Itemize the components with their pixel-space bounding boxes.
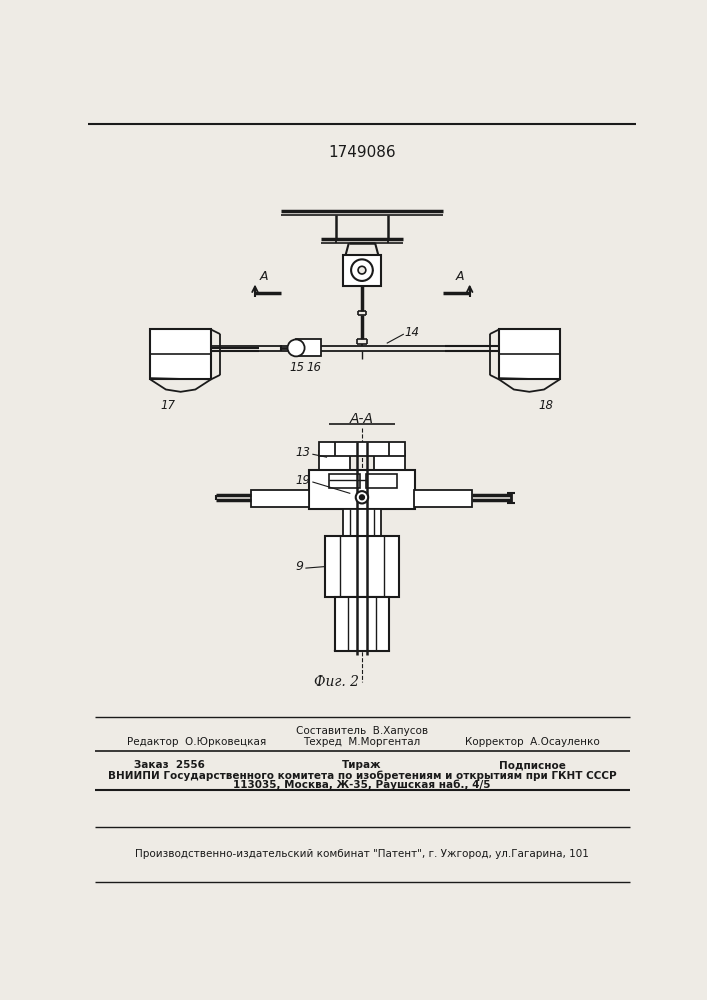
Text: А: А <box>259 270 268 283</box>
Bar <box>325 536 399 597</box>
Text: Тираж: Тираж <box>342 760 382 770</box>
Bar <box>151 329 211 379</box>
Text: Производственно-издательский комбинат "Патент", г. Ужгород, ул.Гагарина, 101: Производственно-издательский комбинат "П… <box>135 849 589 859</box>
Bar <box>499 329 559 379</box>
Text: 16: 16 <box>306 361 322 374</box>
Text: 15: 15 <box>289 361 304 374</box>
Bar <box>320 451 351 470</box>
Bar <box>251 490 309 507</box>
Text: ВНИИПИ Государственного комитета по изобретениям и открытиям при ГКНТ СССР: ВНИИПИ Государственного комитета по изоб… <box>107 771 617 781</box>
Circle shape <box>351 259 373 281</box>
Text: Техред  М.Моргентал: Техред М.Моргентал <box>303 737 421 747</box>
Text: А: А <box>456 270 464 283</box>
Circle shape <box>356 491 368 503</box>
Bar <box>373 451 404 470</box>
Text: Составитель  В.Хапусов: Составитель В.Хапусов <box>296 726 428 736</box>
Text: 1749086: 1749086 <box>328 145 396 160</box>
Bar <box>343 255 381 286</box>
Text: 14: 14 <box>404 326 419 339</box>
Text: 18: 18 <box>538 399 553 412</box>
Text: Корректор  А.Осауленко: Корректор А.Осауленко <box>465 737 600 747</box>
Bar <box>296 339 321 356</box>
Circle shape <box>358 266 366 274</box>
Text: Редактор  О.Юрковецкая: Редактор О.Юрковецкая <box>127 737 267 747</box>
Text: 9: 9 <box>296 560 304 573</box>
Text: Фиг. 2: Фиг. 2 <box>314 675 359 689</box>
Circle shape <box>288 339 305 356</box>
Circle shape <box>360 495 364 500</box>
Bar <box>329 474 360 488</box>
Bar <box>309 470 414 509</box>
Bar <box>366 474 397 488</box>
Text: Заказ  2556: Заказ 2556 <box>134 760 205 770</box>
Text: 113035, Москва, Ж-35, Раушская наб., 4/5: 113035, Москва, Ж-35, Раушская наб., 4/5 <box>233 779 491 790</box>
Text: 17: 17 <box>160 399 176 412</box>
Bar <box>414 490 472 507</box>
Text: А-А: А-А <box>350 412 374 426</box>
Bar <box>320 442 404 456</box>
Text: Подписное: Подписное <box>499 760 566 770</box>
Bar <box>343 509 381 536</box>
Text: 19: 19 <box>296 474 311 487</box>
Bar <box>335 597 389 651</box>
Text: 13: 13 <box>296 446 311 459</box>
